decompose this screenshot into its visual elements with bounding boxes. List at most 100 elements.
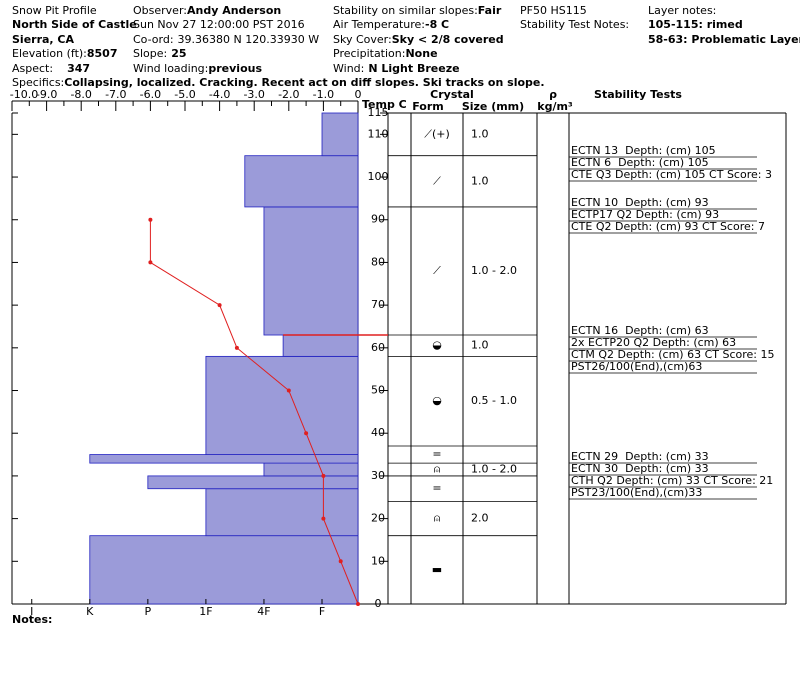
crystal-size: 2.0 xyxy=(471,512,489,525)
depth-tick-label: 60 xyxy=(371,341,385,354)
temp-tick-label: -6.0 xyxy=(140,88,161,101)
value: 25 xyxy=(171,47,186,60)
crystal-size: 1.0 xyxy=(471,127,489,140)
label: Observer: xyxy=(133,4,187,17)
stability-test: ECTN 13 Depth: (cm) 105 xyxy=(571,144,716,157)
hardness-tick-label: K xyxy=(86,605,94,618)
wind: Wind: N Light Breeze xyxy=(333,62,460,75)
depth-tick-label: 50 xyxy=(371,384,385,397)
temp-point xyxy=(286,388,291,393)
crystal-size: 1.0 - 2.0 xyxy=(471,264,517,277)
region: Sierra, CA xyxy=(12,33,75,46)
precipitation: Precipitation:None xyxy=(333,47,438,60)
depth-tick-label: 110 xyxy=(368,127,389,140)
value: -8 C xyxy=(425,18,449,31)
depth-tick-label: 30 xyxy=(371,469,385,482)
temp-tick-label: -2.0 xyxy=(278,88,299,101)
temp-point xyxy=(321,516,326,521)
crystal-form: = xyxy=(432,482,441,495)
crystal-form: ◒ xyxy=(432,394,442,407)
value: 347 xyxy=(67,62,90,75)
stability-test: CTE Q2 Depth: (cm) 93 CT Score: 7 xyxy=(571,220,765,233)
stability-test: ECTN 10 Depth: (cm) 93 xyxy=(571,196,709,209)
crystal-form: ⟋ xyxy=(433,264,441,277)
depth-tick-label: 0 xyxy=(375,597,382,610)
temp-line xyxy=(149,219,359,605)
temp-tick-label: 0 xyxy=(355,88,362,101)
crystal-size: 1.0 xyxy=(471,174,489,187)
stability-test: PST23/100(End),(cm)33 xyxy=(571,486,702,499)
stability-test: ECTN 29 Depth: (cm) 33 xyxy=(571,450,709,463)
aspect: Aspect: 347 xyxy=(12,62,90,75)
value: Sky < 2/8 covered xyxy=(392,33,504,46)
hardness-bar xyxy=(263,462,359,477)
wind-loading: Wind loading:previous xyxy=(133,62,262,75)
hardness-bar xyxy=(89,535,359,605)
hardness-bar xyxy=(205,488,359,537)
stability-test: 2x ECTP20 Q2 Depth: (cm) 63 xyxy=(571,336,736,349)
label: Wind loading: xyxy=(133,62,208,75)
label: Elevation (ft): xyxy=(12,47,87,60)
density-header: ρ xyxy=(549,88,557,101)
temp-point xyxy=(356,602,360,606)
layer-note: 105-115: rimed xyxy=(648,18,743,31)
hardness-bar xyxy=(282,334,359,357)
elevation: Elevation (ft):8507 xyxy=(12,47,118,60)
crystal-size: 1.0 - 2.0 xyxy=(471,463,517,476)
crystal-form: ▬ xyxy=(432,563,442,576)
label: Wind: xyxy=(333,62,364,75)
value: 8507 xyxy=(87,47,118,60)
tests-header: Stability Tests xyxy=(594,88,682,101)
temp-tick-label: -1.0 xyxy=(313,88,334,101)
observer: Observer:Andy Anderson xyxy=(133,4,281,17)
hardness-tick-label: I xyxy=(30,605,33,618)
specifics: Specifics:Collapsing, localized. Crackin… xyxy=(12,76,545,89)
hardness-bar xyxy=(263,206,359,336)
crystal-form: ◒ xyxy=(432,339,442,352)
density-unit: kg/m³ xyxy=(537,100,573,113)
temp-point xyxy=(321,473,326,478)
size-header: Size (mm) xyxy=(462,100,524,113)
value: 39.36380 N 120.33930 W xyxy=(178,33,320,46)
temp-tick-label: -8.0 xyxy=(70,88,91,101)
crystal-form: ⟋(+) xyxy=(424,127,450,140)
value: Fair xyxy=(478,4,502,17)
label: Co-ord: xyxy=(133,33,174,46)
value: Collapsing, localized. Cracking. Recent … xyxy=(64,76,544,89)
hardness-bar xyxy=(321,112,359,157)
crystal-size: 0.5 - 1.0 xyxy=(471,394,517,407)
pf: PF50 HS115 xyxy=(520,4,587,17)
depth-tick-label: 80 xyxy=(371,255,385,268)
temp-tick-label: -7.0 xyxy=(105,88,126,101)
depth-tick-label: 115 xyxy=(368,106,389,119)
slope: Slope: 25 xyxy=(133,47,187,60)
stability-test: ECTN 16 Depth: (cm) 63 xyxy=(571,324,709,337)
test-notes-label: Stability Test Notes: xyxy=(520,18,629,31)
air-temp: Air Temperature:-8 C xyxy=(333,18,449,31)
layer-note: 58-63: Problematic Layer xyxy=(648,33,800,46)
temp-tick-label: -3.0 xyxy=(243,88,264,101)
temp-point xyxy=(304,431,309,436)
crystal-form: ⍝ xyxy=(434,463,441,476)
crystal-form: ⍝ xyxy=(434,512,441,525)
label: Precipitation: xyxy=(333,47,405,60)
stability: Stability on similar slopes:Fair xyxy=(333,4,502,17)
stability-test: CTE Q3 Depth: (cm) 105 CT Score: 3 xyxy=(571,168,772,181)
hardness-tick-label: F xyxy=(319,605,325,618)
hardness-bar xyxy=(205,355,359,455)
label: Specifics: xyxy=(12,76,64,89)
depth-tick-label: 20 xyxy=(371,512,385,525)
crystal-size: 1.0 xyxy=(471,339,489,352)
depth-tick-label: 100 xyxy=(368,170,389,183)
notes-label: Notes: xyxy=(12,613,52,626)
label: Stability on similar slopes: xyxy=(333,4,478,17)
stability-test: ECTN 30 Depth: (cm) 33 xyxy=(571,462,709,475)
form-header: Form xyxy=(412,100,444,113)
label: Aspect: xyxy=(12,62,53,75)
crystal-header: Crystal xyxy=(430,88,474,101)
value: None xyxy=(405,47,437,60)
temp-header: Temp C xyxy=(362,98,407,111)
temp-tick-label: -9.0 xyxy=(36,88,57,101)
value: previous xyxy=(208,62,262,75)
layer-notes-label: Layer notes: xyxy=(648,4,716,17)
